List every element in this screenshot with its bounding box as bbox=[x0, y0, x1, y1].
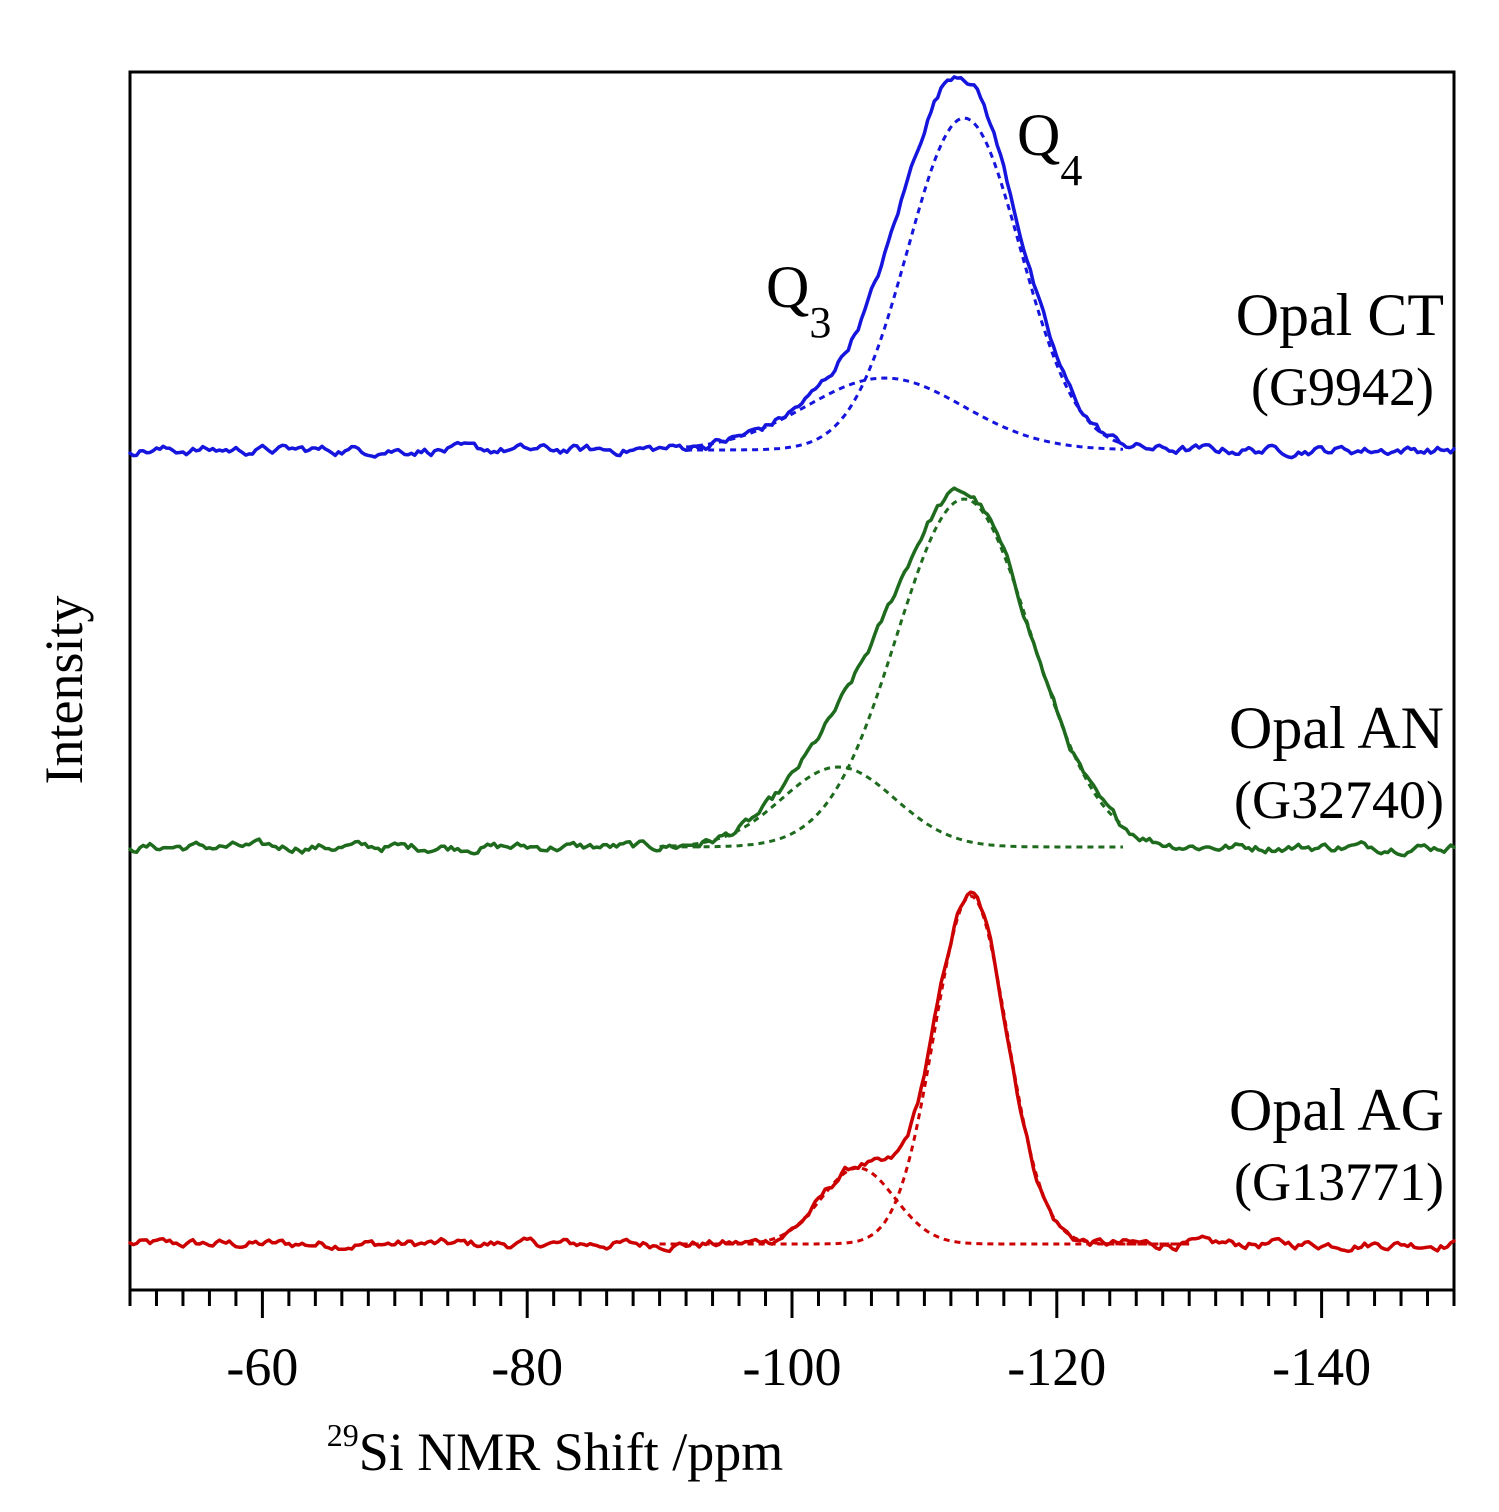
label-opal-ag: Opal AG bbox=[1229, 1077, 1444, 1143]
x-tick-label: -120 bbox=[1007, 1337, 1106, 1397]
x-tick-label: -140 bbox=[1272, 1337, 1371, 1397]
label-opal-an: Opal AN bbox=[1229, 695, 1444, 761]
series-opal-an bbox=[128, 486, 1456, 858]
spectrum-line bbox=[128, 890, 1456, 1254]
fit-q4 bbox=[686, 116, 1124, 452]
fit-q4 bbox=[659, 894, 1190, 1246]
fit-q3 bbox=[685, 376, 1124, 451]
series-opal-ag bbox=[128, 75, 1456, 460]
x-tick-label: -80 bbox=[491, 1337, 563, 1397]
x-axis-ticks bbox=[128, 1290, 1456, 1318]
fit-q4 bbox=[659, 497, 1124, 849]
q4-label: Q4 bbox=[1017, 102, 1082, 195]
fit-q3 bbox=[659, 1166, 1190, 1246]
x-tick-label: -100 bbox=[743, 1337, 842, 1397]
id-opal-ag: (G13771) bbox=[1234, 1152, 1444, 1212]
q3-label: Q3 bbox=[766, 254, 831, 347]
x-axis-tick-labels: -60 -80 -100 -120 -140 bbox=[226, 1337, 1371, 1397]
label-opal-ct: Opal CT bbox=[1236, 282, 1444, 348]
x-axis-label: 29Si NMR Shift /ppm bbox=[327, 1417, 784, 1482]
series-layer bbox=[128, 75, 1456, 1254]
x-tick-label: -60 bbox=[226, 1337, 298, 1397]
spectrum-line bbox=[128, 75, 1456, 460]
series-opal-ct bbox=[128, 890, 1456, 1254]
spectrum-line bbox=[128, 486, 1456, 858]
id-opal-an: (G32740) bbox=[1234, 770, 1444, 830]
id-opal-ct: (G9942) bbox=[1251, 357, 1434, 417]
y-axis-label: Intensity bbox=[34, 596, 94, 785]
